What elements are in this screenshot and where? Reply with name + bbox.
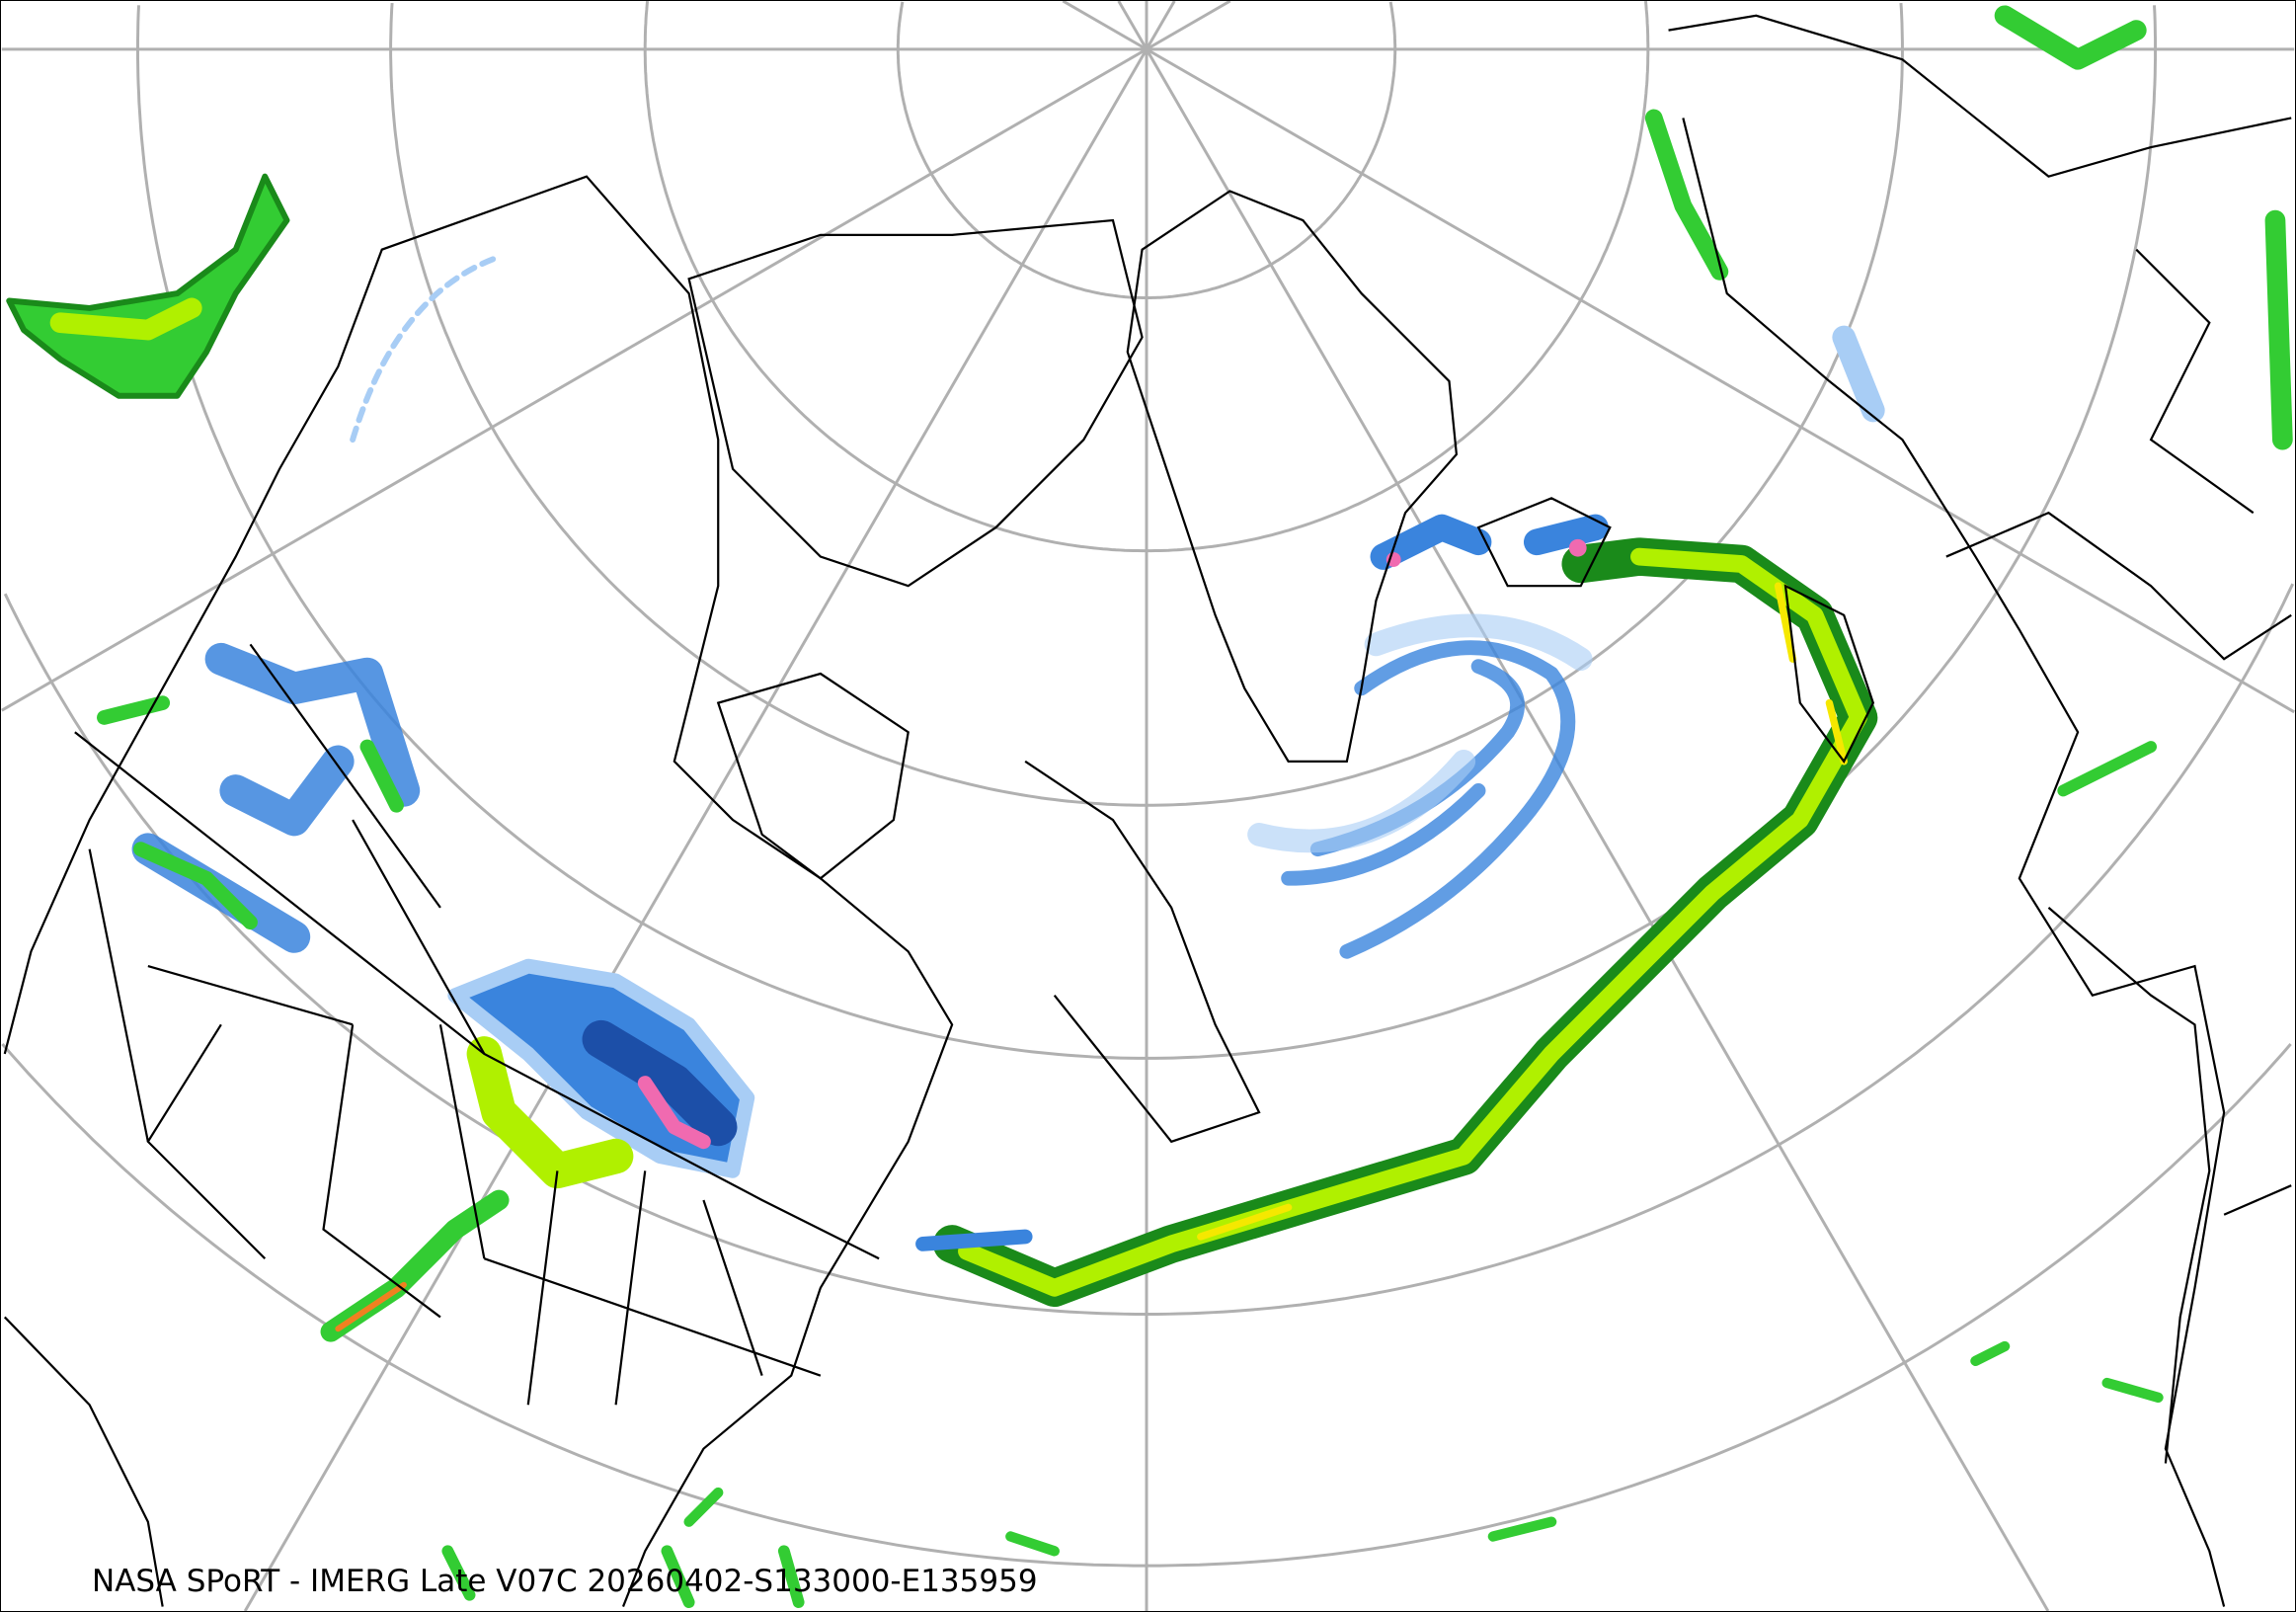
latitude-circle (896, 1, 1148, 300)
precip-aleutian-dots (350, 254, 503, 443)
meridian-line (1, 47, 1148, 712)
precip-midwest (466, 1036, 634, 1189)
precip-pacific-core (49, 297, 202, 341)
precip-gulf (441, 1545, 805, 1609)
latitude-circle (1147, 1, 1397, 300)
latitude-circle (389, 2, 1148, 807)
latitude-circle (1147, 1, 1650, 553)
north-america-coast (3, 175, 954, 1607)
meridian-line (1117, 1, 1148, 50)
precip-iberia (2057, 741, 2158, 797)
latitude-circle (1147, 1043, 2292, 1568)
meridian-line (1146, 1, 1231, 51)
precip-cyclone-light (1247, 613, 1593, 853)
precip-plains-line (320, 1189, 510, 1342)
map-caption: NASA SPoRT - IMERG Late V07C 20260402-S1… (92, 1564, 1038, 1599)
meridian-line (1145, 1, 1176, 50)
precip-scandinavia-blue (1832, 325, 1885, 423)
precipitation-layer (6, 5, 2293, 1609)
arctic-islands (687, 218, 1144, 588)
meridian-line (243, 48, 1148, 1611)
us-canada-border (74, 731, 880, 1260)
precip-europe-east (1994, 5, 2293, 450)
precip-atlantic-band-peak (1197, 582, 1848, 1241)
precip-pacific (6, 173, 290, 399)
latitude-circle (1147, 5, 2158, 1060)
greenland-coast (1126, 190, 1459, 763)
meridian-line (1145, 48, 2050, 1611)
precip-plains-core (335, 1281, 407, 1332)
precip-pink-cell (1568, 538, 1587, 557)
precip-norway (1644, 109, 1729, 281)
africa-coast (2047, 907, 2292, 1464)
precip-west-canada (131, 642, 421, 953)
latitude-circle (136, 5, 1148, 1060)
latitude-circle (1, 1043, 1148, 1568)
latitude-circle (643, 1, 1148, 553)
coastlines-and-borders (3, 14, 2292, 1607)
precip-great-lakes-core (582, 1019, 738, 1147)
state-lines (88, 643, 822, 1406)
labrador-coast (1024, 760, 1261, 1144)
hudson-bay (716, 672, 910, 880)
precip-new-england (915, 1229, 1033, 1251)
iceland-britain (1476, 497, 1875, 764)
meridian-line (1062, 1, 1148, 51)
europe-coast (1668, 14, 2292, 1607)
meridian-line (1146, 47, 2295, 714)
precip-atlantic-band-core (958, 547, 1867, 1297)
precip-tropical-atlantic (683, 1340, 2164, 1557)
precip-great-lakes-pink (637, 1076, 711, 1150)
precip-greenland-se (1370, 514, 1609, 570)
latitude-circle (3, 593, 1148, 1316)
latitude-circle (1147, 2, 1904, 807)
latitude-circle (1147, 583, 2295, 1316)
